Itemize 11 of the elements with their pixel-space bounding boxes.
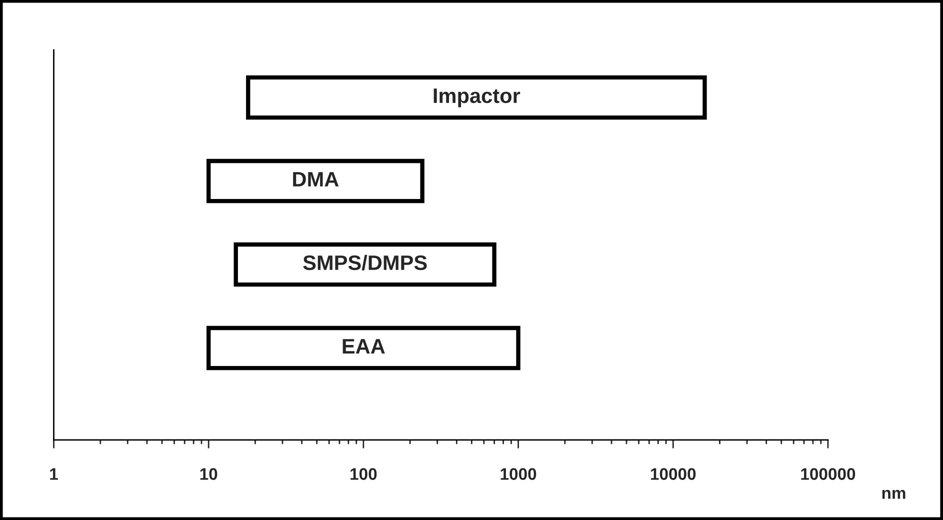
x-tick-label: 10000: [650, 468, 696, 480]
y-tick-label: SMPS/DMPS: [303, 254, 427, 270]
x-tick-label: 1: [50, 468, 58, 480]
y-tick-label: DMA: [293, 172, 339, 186]
x-tick-label: 100000: [801, 468, 856, 480]
y-tick-label: EAA: [342, 339, 385, 354]
x-tick-label: 1000: [500, 468, 536, 480]
x-axis-title: nm: [882, 490, 906, 499]
x-tick-label: 100: [350, 468, 377, 480]
x-tick-label: 10: [200, 468, 218, 480]
y-tick-label: Impactor: [434, 88, 520, 108]
